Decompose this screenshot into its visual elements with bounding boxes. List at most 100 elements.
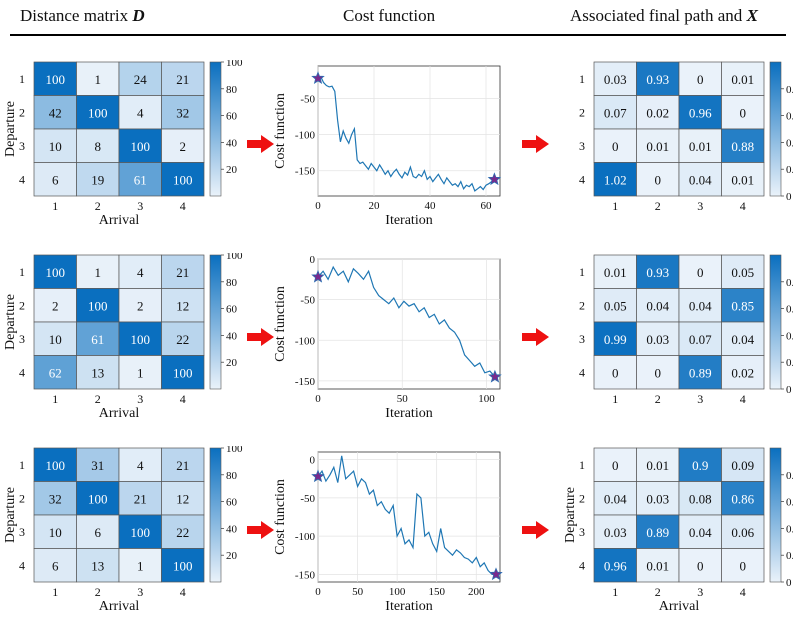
cell-value-label: 8 (95, 139, 102, 154)
colorbar-tick-label: 0.8 (786, 470, 793, 482)
colorbar-tick-label: 0 (786, 577, 792, 589)
heatmap-cell (593, 95, 637, 130)
cell-value-label: 19 (91, 172, 104, 187)
colorbar-tick-label: 60 (226, 497, 238, 509)
cell-value-label: 0.05 (731, 265, 754, 280)
x-tick-label: 50 (397, 393, 409, 405)
cell-value-label: 0.01 (731, 72, 754, 87)
colorbar-tick-label: 0.4 (786, 523, 793, 535)
heatmap-cell (76, 447, 120, 482)
y-tick-label: -50 (300, 295, 315, 307)
cell-value-label: 32 (176, 105, 189, 120)
cell-value-label: 0.07 (689, 332, 712, 347)
heatmap-cell (593, 254, 637, 289)
cell-value-label: 0.93 (646, 72, 669, 87)
cell-value-label: 10 (49, 525, 62, 540)
x-tick-label: 4 (180, 199, 186, 213)
x-tick-label: 2 (95, 585, 101, 599)
red-arrow-icon (247, 521, 274, 539)
x-axis-label: Arrival (99, 213, 140, 228)
y-tick-label: 3 (579, 139, 585, 153)
y-tick-label: 1 (19, 458, 25, 472)
x-tick-label: 150 (428, 586, 445, 598)
star-marker (311, 469, 325, 483)
x-tick-label: 3 (137, 392, 143, 406)
y-tick-label: 2 (579, 491, 585, 505)
cell-value-label: 0.03 (604, 525, 627, 540)
y-tick-label: 3 (579, 332, 585, 346)
red-arrow-icon (522, 521, 549, 539)
cell-value-label: 2 (137, 298, 144, 313)
heatmap-cell (33, 128, 77, 163)
y-tick-label: 2 (19, 491, 25, 505)
x-tick-label: 3 (697, 199, 703, 213)
cell-value-label: 21 (134, 491, 147, 506)
x-tick-label: 2 (95, 199, 101, 213)
x-tick-label: 4 (740, 199, 746, 213)
heatmap-cell (721, 321, 765, 356)
heatmap-cell (678, 514, 722, 549)
heatmap-cell (721, 95, 765, 130)
colorbar-tick-label: 80 (226, 277, 238, 289)
y-axis-label: Cost function (273, 286, 288, 362)
heatmap-cell (161, 481, 205, 516)
heatmap-cell (33, 95, 77, 130)
cell-value-label: 6 (52, 172, 59, 187)
y-tick-label: 1 (19, 72, 25, 86)
header-distance-matrix: Distance matrix D (20, 6, 145, 26)
cell-value-label: 2 (52, 298, 59, 313)
y-tick-label: 4 (579, 558, 585, 572)
x-tick-label: 2 (95, 392, 101, 406)
cell-value-label: 0.88 (731, 139, 754, 154)
cell-value-label: 100 (173, 172, 193, 187)
heatmap-cell (76, 321, 120, 356)
cell-value-label: 0.08 (689, 491, 712, 506)
cell-value-label: 62 (49, 365, 62, 380)
y-tick-label: 4 (579, 172, 585, 186)
cell-value-label: 0 (655, 365, 662, 380)
heatmap-cell (118, 321, 162, 356)
cell-value-label: 0.01 (646, 139, 669, 154)
cell-value-label: 4 (137, 105, 144, 120)
heatmap-cell (33, 548, 77, 583)
colorbar-tick-label: 0.6 (786, 111, 793, 123)
colorbar-tick-label: 100 (226, 446, 243, 455)
cell-value-label: 100 (46, 72, 66, 87)
heatmap-cell (33, 481, 77, 516)
colorbar-tick-label: 60 (226, 304, 238, 316)
heatmap-cell (721, 254, 765, 289)
cell-value-label: 0 (612, 365, 619, 380)
heatmap-cell (678, 162, 722, 197)
x-axis-label: Arrival (99, 599, 140, 614)
x-tick-label: 1 (612, 585, 618, 599)
colorbar-tick-label: 20 (226, 550, 238, 562)
line-cost-3: 0 50 100 150 200 0 -50 -100 -150 Iteration Cost fu… (273, 451, 503, 614)
colorbar (209, 61, 222, 197)
y-tick-label: 4 (19, 365, 25, 379)
y-tick-label: 2 (579, 105, 585, 119)
arrow-shape (247, 521, 274, 539)
cell-value-label: 1 (95, 72, 102, 87)
y-tick-label: -150 (295, 166, 316, 178)
colorbar (209, 447, 222, 583)
heatmap-cell (721, 288, 765, 323)
star-marker (311, 269, 325, 283)
cell-value-label: 6 (95, 525, 102, 540)
colorbar-tick-label: 0.8 (786, 277, 793, 289)
cell-value-label: 0.86 (731, 491, 754, 506)
cell-value-label: 0.85 (731, 298, 754, 313)
heatmap-cell (636, 162, 680, 197)
heatmap-cell (161, 548, 205, 583)
cell-value-label: 100 (131, 139, 151, 154)
red-arrow-icon (522, 328, 549, 346)
heatmap-cell (161, 288, 205, 323)
heatmap-path-1: 1→2→3→4→1 0.03 0.93 0 0.01 0.07 0.02 0.96 0 0 0.01… (579, 60, 793, 213)
x-axis-label: Arrival (659, 599, 700, 614)
cell-value-label: 10 (49, 332, 62, 347)
cell-value-label: 100 (173, 558, 193, 573)
cell-value-label: 12 (176, 491, 189, 506)
path-title: 1→2→4→3→1 (625, 253, 734, 255)
cell-value-label: 0.9 (692, 458, 708, 473)
cell-value-label: 100 (88, 298, 108, 313)
cell-value-label: 4 (137, 265, 144, 280)
